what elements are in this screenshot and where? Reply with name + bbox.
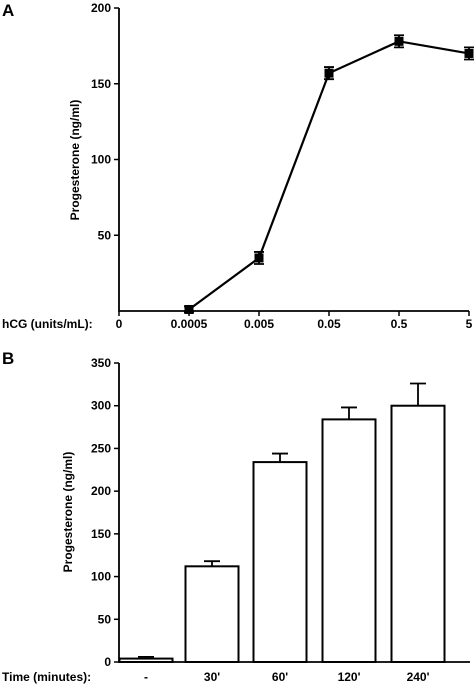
panel-b-ytick-label: 300 <box>91 399 111 413</box>
panel-a-ytick-label: 150 <box>91 77 111 91</box>
panel-a-ylabel: Progesterone (ng/ml) <box>68 100 82 221</box>
panel-a-data-point <box>184 304 194 314</box>
panel-a-xtick-label: 0.0005 <box>171 317 208 331</box>
panel-a-xtick-label: 0.005 <box>244 317 274 331</box>
panel-b-error-bar <box>341 406 357 420</box>
panel-a-ytick-label: 100 <box>91 153 111 167</box>
panel-b-ytick-label: 150 <box>91 527 111 541</box>
panel-b-bar <box>184 565 240 664</box>
panel-b-chart: 0 50 100 150 200 250 300 350 - 30' 60' 120' 240' Time… <box>2 356 470 684</box>
panel-a-xtick-label: 0 <box>116 317 123 331</box>
panel-b-ytick-label: 0 <box>104 655 111 669</box>
panel-a-xtick-label: 0.5 <box>391 317 408 331</box>
panel-a-letter: A <box>2 1 14 20</box>
panel-b-letter: B <box>2 349 14 368</box>
panel-a-data-point <box>464 48 474 58</box>
panel-b-error-bar <box>410 382 426 406</box>
panel-b-ylabel: Progesterone (ng/ml) <box>61 452 75 573</box>
panel-a-axes <box>118 8 469 312</box>
panel-b-ytick-label: 100 <box>91 570 111 584</box>
panel-b-bar <box>390 404 446 663</box>
panel-b-xlabel: Time (minutes): <box>2 670 91 684</box>
panel-b-xtick-label: - <box>144 670 148 684</box>
panel-b-bar <box>252 461 308 663</box>
panel-a-data-point <box>394 36 404 46</box>
panel-b-ytick-label: 250 <box>91 441 111 455</box>
panel-b-xtick-label: 120' <box>338 670 361 684</box>
panel-b-xtick-label: 30' <box>204 670 220 684</box>
panel-b-ytick-label: 350 <box>91 356 111 370</box>
panel-a-xtick-label: 5 <box>466 317 473 331</box>
panel-a-xlabel: hCG (units/mL): <box>2 317 93 331</box>
panel-a-ytick-label: 200 <box>91 1 111 15</box>
panel-b-bar <box>321 418 377 663</box>
panel-a-chart: 50 100 150 200 0 0.0005 0.005 0.05 0.5 5 hCG (unit… <box>2 1 474 331</box>
panel-b-xtick-label: 240' <box>407 670 430 684</box>
panel-b-ytick-label: 50 <box>98 612 112 626</box>
panel-a-ytick-label: 50 <box>98 228 112 242</box>
panel-b-xtick-label: 60' <box>272 670 288 684</box>
panel-a-data-point <box>324 68 334 78</box>
panel-a-data-point <box>254 253 264 263</box>
panel-b-ytick-label: 200 <box>91 484 111 498</box>
panel-b-bar <box>118 657 174 664</box>
panel-a-series-line <box>188 40 470 311</box>
panel-b-error-bar <box>272 452 288 463</box>
panel-a-xtick-label: 0.05 <box>317 317 341 331</box>
